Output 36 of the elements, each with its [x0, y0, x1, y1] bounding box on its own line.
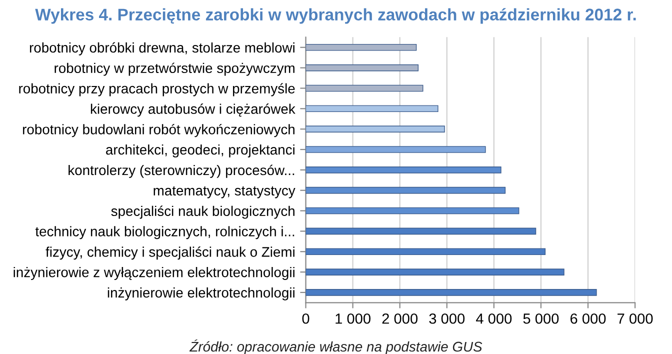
bar [306, 126, 445, 132]
bar [306, 44, 417, 51]
x-tick-label: 6 000 [570, 313, 606, 324]
x-tick-label: 1 000 [336, 313, 370, 324]
x-tick-label: 0 [302, 313, 310, 324]
bar [306, 146, 486, 153]
bar [306, 84, 424, 92]
bar [306, 207, 520, 214]
x-tick-label: 3 000 [429, 313, 465, 324]
bar [306, 64, 419, 72]
x-tick-label: 5 000 [523, 313, 559, 324]
text: Źródło: opracowanie własne na podstawie GUS [189, 339, 482, 354]
y-tick-label: technicy nauk biologicznych, rolniczych i... [35, 226, 294, 240]
y-tick-label: kontrolerzy (sterowniczy) procesów... [68, 164, 294, 178]
y-tick-label: robotnicy w przetwórstwie spożywczym [54, 62, 294, 76]
x-tick-label: 2 000 [382, 313, 418, 324]
chart-title: Wykres 4. Przeciętne zarobki w wybranych zawodach w październiku 2012 r. [35, 8, 636, 24]
y-tick-label: fizycy, chemicy i specjaliści nauk o Ziemi [46, 246, 294, 260]
y-tick-label: matematycy, statystycy [154, 186, 296, 198]
y-tick-label: inżynierowie elektrotechnologii [108, 287, 294, 300]
y-tick-label: inżynierowie z wyłączeniem elektrotechnologii [14, 267, 294, 280]
y-tick-label: kierowcy autobusów i ciężarówek [90, 104, 296, 117]
bar [306, 186, 506, 194]
y-tick-label: architekci, geodeci, projektanci [106, 144, 294, 158]
bar [306, 248, 546, 256]
y-tick-label: specjaliści nauk biologicznych [111, 206, 294, 219]
bar [306, 268, 564, 276]
x-tick-label: 4 000 [476, 313, 512, 324]
bar [306, 166, 502, 174]
bar [306, 289, 597, 296]
y-tick-label: robotnicy przy pracach prostych w przemyśle [19, 83, 295, 96]
bar [306, 228, 536, 235]
y-tick-label: robotnicy obróbki drewna, stolarze meblowi [30, 42, 294, 56]
bar [306, 105, 438, 112]
y-tick-label: robotnicy budowlani robót wykończeniowych [22, 124, 294, 138]
x-tick-label: 7 000 [618, 313, 653, 324]
